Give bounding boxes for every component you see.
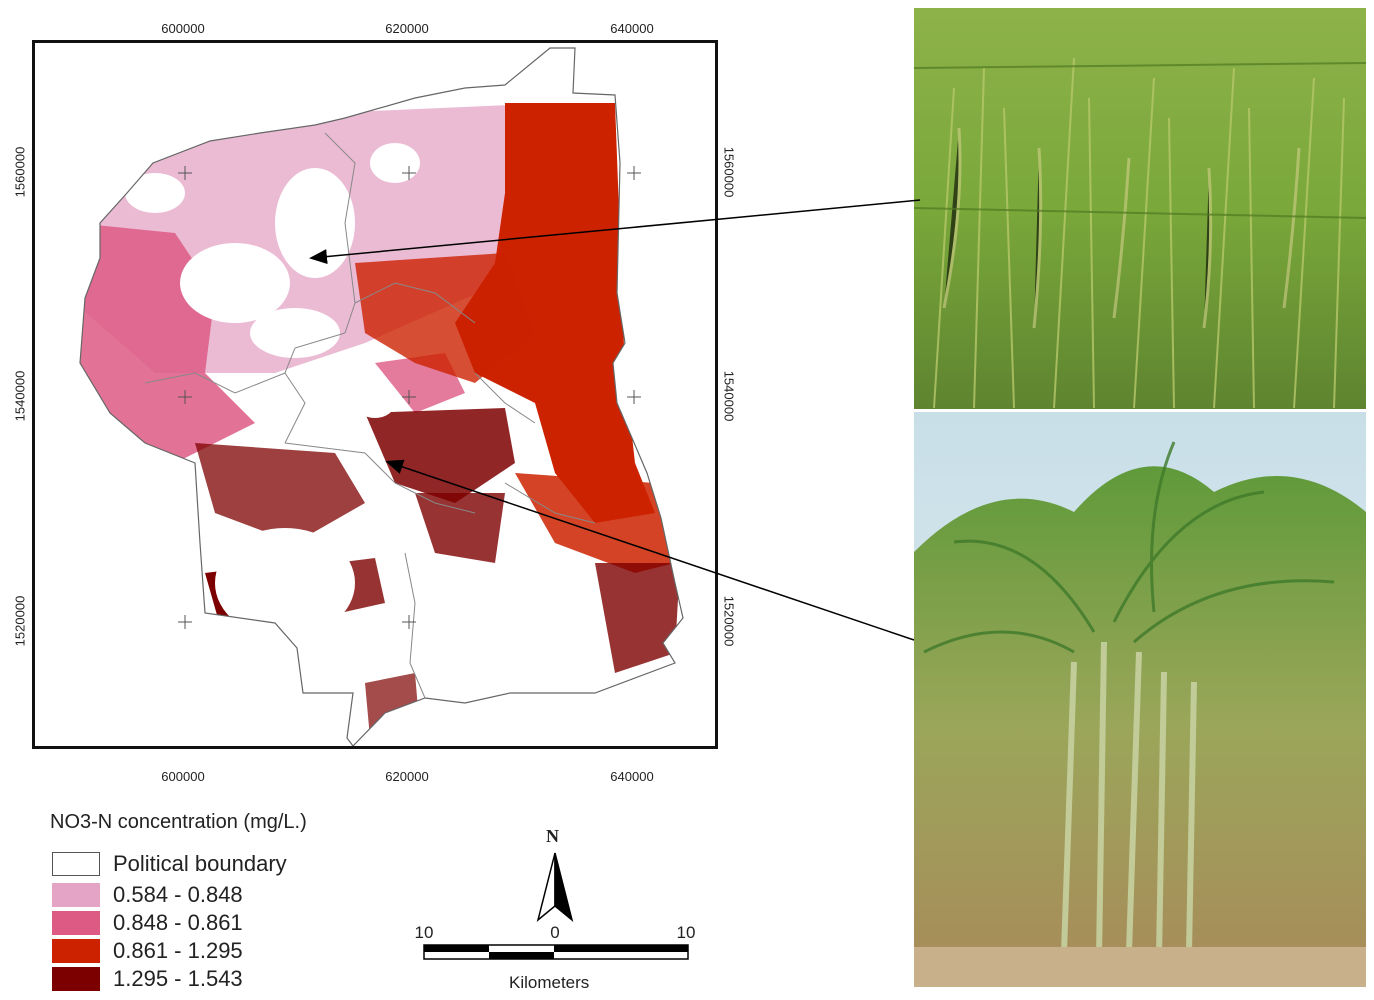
legend-swatch (52, 911, 100, 935)
grid-crosses (178, 166, 641, 629)
legend-item-light-pink: 0.584 - 0.848 (52, 882, 243, 908)
legend-item-red: 0.861 - 1.295 (52, 938, 243, 964)
legend-title: NO3-N concentration (mg/L.) (50, 811, 307, 833)
zone-medium-pink (80, 223, 255, 463)
north-label: N (546, 826, 559, 846)
legend-swatch (52, 967, 100, 991)
x-tick-top-620000: 620000 (385, 21, 429, 36)
north-arrow: N (530, 826, 580, 926)
nitrate-map (79, 47, 684, 746)
arrow-rice (309, 199, 921, 265)
zone-dark-red-5 (595, 563, 680, 673)
zone-dark-red-1 (195, 443, 365, 543)
x-tick-bottom-600000: 600000 (161, 769, 205, 784)
scale-left-label: 10 (414, 923, 434, 942)
district-boundaries (144, 132, 596, 699)
scale-center-label: 0 (550, 923, 560, 942)
sugarcane-field-photo (914, 412, 1366, 987)
legend-label: 0.848 - 0.861 (113, 910, 243, 935)
zone-dark-red-4 (415, 493, 505, 563)
legend-label: 0.584 - 0.848 (113, 882, 243, 907)
zone-red-east (455, 103, 655, 523)
x-tick-bottom-640000: 640000 (610, 769, 654, 784)
scale-right-label: 10 (676, 923, 696, 942)
x-tick-top-600000: 600000 (161, 21, 205, 36)
legend-swatch (52, 883, 100, 907)
legend-swatch (52, 939, 100, 963)
x-tick-top-640000: 640000 (610, 21, 654, 36)
legend-item-political-boundary: Political boundary (52, 851, 287, 877)
legend-swatch (52, 852, 100, 876)
zone-red-mid (355, 253, 535, 383)
scale-unit-label: Kilometers (509, 973, 590, 992)
map-frame (32, 40, 718, 749)
arrow-sugarcane (385, 459, 915, 641)
zone-dark-red-2 (365, 408, 515, 503)
rice-field-photo (914, 8, 1366, 409)
concentration-zones (80, 103, 680, 738)
legend-label: 1.295 - 1.543 (113, 966, 243, 991)
legend-item-medium-pink: 0.848 - 0.861 (52, 910, 243, 936)
north-arrow-icon (536, 852, 574, 923)
political-boundary-outline (79, 47, 684, 746)
legend-label: Political boundary (113, 851, 287, 876)
scale-bar (423, 944, 689, 960)
legend-label: 0.861 - 1.295 (113, 938, 243, 963)
legend-item-dark-red: 1.295 - 1.543 (52, 966, 243, 992)
x-tick-bottom-620000: 620000 (385, 769, 429, 784)
